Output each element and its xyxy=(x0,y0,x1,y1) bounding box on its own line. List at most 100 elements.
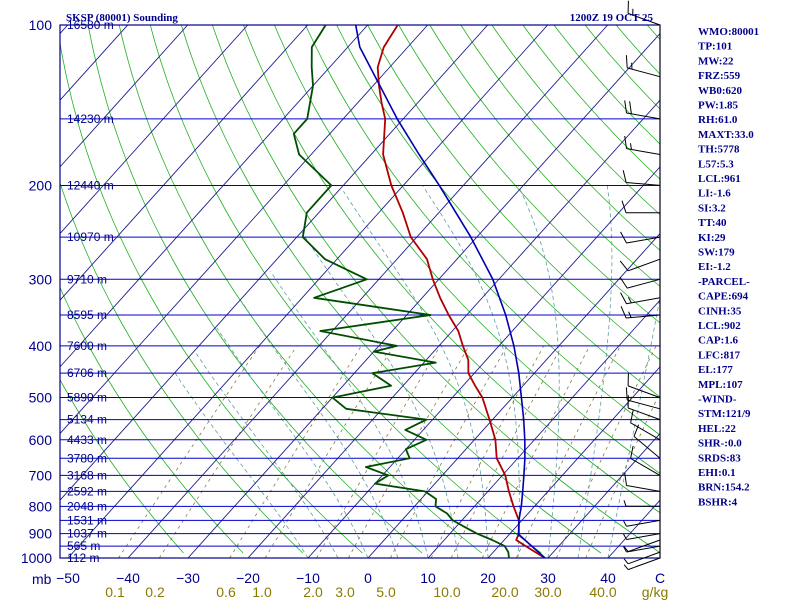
height-label: 12440 m xyxy=(67,178,114,192)
height-label: 10970 m xyxy=(67,230,114,244)
wind-barb xyxy=(627,373,661,399)
index-line: EI:-1.2 xyxy=(698,261,731,273)
moist-adiabat xyxy=(577,185,613,558)
index-line: -WIND- xyxy=(698,394,737,406)
isotherm xyxy=(60,25,309,301)
index-line: SW:179 xyxy=(698,247,735,259)
dry-adiabat xyxy=(274,25,660,475)
moist-adiabat xyxy=(216,327,369,558)
moist-adiabat xyxy=(241,301,399,558)
mixing-ratio-line xyxy=(585,391,660,558)
index-line: TT:40 xyxy=(698,217,727,229)
isotherm xyxy=(427,299,660,558)
mixing-ratio-line xyxy=(481,345,591,558)
height-label: 3168 m xyxy=(67,468,107,482)
dry-adiabat xyxy=(180,25,602,554)
mixing-ratio-line xyxy=(556,345,657,558)
temperature-line xyxy=(376,25,546,558)
moist-adiabat xyxy=(343,190,489,558)
index-line: WB0:620 xyxy=(698,85,743,97)
dry-adiabat xyxy=(522,25,660,180)
height-label: 112 m xyxy=(67,551,99,565)
index-line: PW:1.85 xyxy=(698,100,739,112)
index-line: HEL:22 xyxy=(698,423,736,435)
wind-barb xyxy=(623,533,661,540)
pressure-tick-label: 400 xyxy=(29,338,53,354)
dry-adiabat xyxy=(336,25,660,398)
temperature-tick-label: −30 xyxy=(176,570,200,586)
temperature-tick-label: 10 xyxy=(420,570,436,586)
mixing-ratio-label: 30.0 xyxy=(534,584,561,600)
wind-barb xyxy=(627,395,661,421)
mixing-ratio-label: 0.2 xyxy=(145,584,165,600)
index-line: EHI:0.1 xyxy=(698,467,736,479)
wind-barb xyxy=(630,445,661,476)
plot-frame xyxy=(59,24,661,559)
temperature-tick-label: −40 xyxy=(116,570,140,586)
wind-barb xyxy=(621,200,660,214)
temperature-tick-label: −50 xyxy=(56,570,80,586)
isotherm xyxy=(67,25,549,558)
height-label: 8595 m xyxy=(67,308,107,322)
mixing-ratio-label: 5.0 xyxy=(376,584,396,600)
wind-barbs xyxy=(619,0,661,571)
height-label: 5890 m xyxy=(67,391,107,405)
pressure-tick-label: 900 xyxy=(29,526,53,542)
height-label: 565 m xyxy=(67,539,100,553)
moist-adiabat xyxy=(301,232,459,558)
isotherm xyxy=(487,366,660,558)
isotherm xyxy=(60,25,489,501)
wind-barb xyxy=(624,472,661,492)
dry-adiabat xyxy=(149,25,542,554)
height-label: 2048 m xyxy=(67,499,107,513)
index-line: TH:5778 xyxy=(698,144,740,156)
index-line: BSHR:4 xyxy=(698,496,738,508)
wind-barb xyxy=(620,306,661,319)
dry-adiabat xyxy=(60,378,184,554)
dry-adiabat xyxy=(243,25,660,514)
sounding-time: 1200Z 19 OCT 25 xyxy=(570,12,654,24)
wind-barb xyxy=(633,424,661,459)
isotherm xyxy=(307,166,660,558)
wind-barb xyxy=(623,551,661,565)
index-line: LCL:902 xyxy=(698,320,741,332)
isotherm xyxy=(0,25,8,558)
height-label: 4433 m xyxy=(67,433,107,447)
isotherm xyxy=(60,25,129,101)
plot-border xyxy=(59,24,661,559)
temperature-tick-label: −10 xyxy=(296,570,320,586)
height-label: 16580 m xyxy=(67,18,114,32)
index-line: STM:121/9 xyxy=(698,408,751,420)
index-line: BRN:154.2 xyxy=(698,482,750,494)
isotherm xyxy=(127,25,609,558)
isotherm xyxy=(547,432,660,558)
wind-barb xyxy=(623,519,661,527)
temperature-tick-label: 20 xyxy=(480,570,496,586)
mixing-ratio-label: 40.0 xyxy=(589,584,616,600)
temperature-tick-label: 0 xyxy=(364,570,372,586)
mixing-ratio-label: g/kg xyxy=(642,584,668,600)
moist-adiabat xyxy=(270,271,429,558)
dry-adiabat xyxy=(429,25,660,287)
wind-barb xyxy=(622,170,661,186)
index-line: CAP:1.6 xyxy=(698,335,739,347)
wind-barb xyxy=(625,55,661,78)
wind-barb xyxy=(619,258,661,272)
isotherm xyxy=(60,25,369,368)
height-label: 1531 m xyxy=(67,513,107,527)
index-line: SI:3.2 xyxy=(698,202,726,214)
dry-adiabat xyxy=(60,181,304,554)
background-grid xyxy=(0,25,660,558)
dry-adiabat xyxy=(491,25,660,216)
height-label: 2592 m xyxy=(67,484,107,498)
index-line: SRDS:83 xyxy=(698,452,741,464)
isotherm xyxy=(60,25,189,168)
wind-barb xyxy=(627,0,661,26)
index-line: KI:29 xyxy=(698,232,726,244)
pressure-tick-label: 1000 xyxy=(21,550,52,566)
mixing-ratio-label: 2.0 xyxy=(303,584,323,600)
wind-barb xyxy=(630,410,661,441)
isotherm xyxy=(247,99,660,558)
height-label: 6706 m xyxy=(67,366,107,380)
